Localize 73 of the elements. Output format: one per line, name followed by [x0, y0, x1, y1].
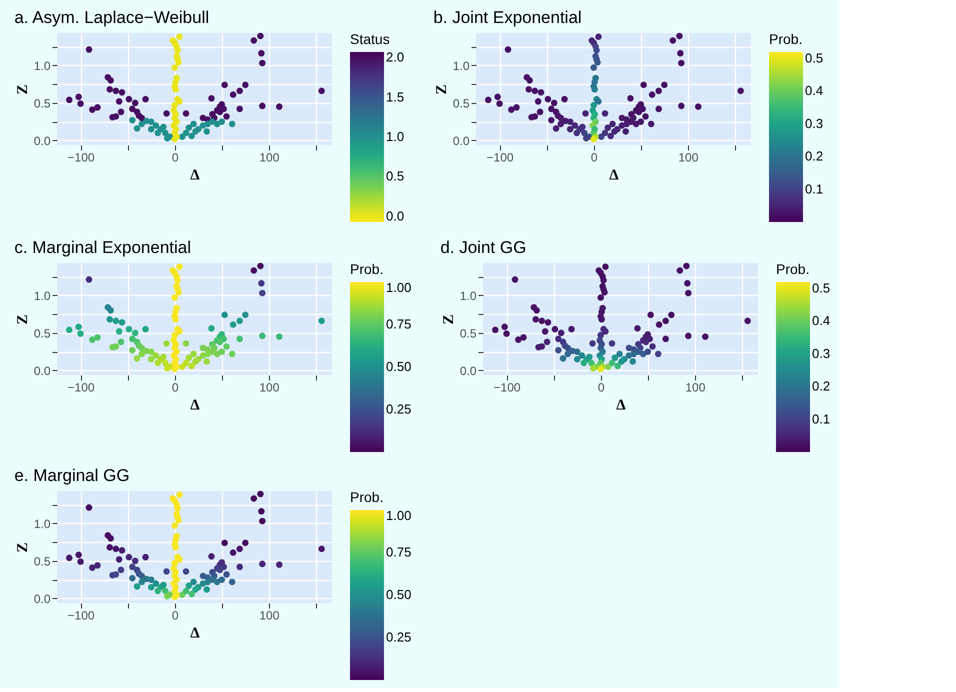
y-tick-label: 0.0	[34, 364, 51, 378]
y-tick-label: 0.0	[452, 134, 470, 148]
color-bar-label: 0.0	[386, 208, 404, 224]
y-axis-title: Z	[14, 84, 31, 95]
y-axis-title: Z	[434, 84, 450, 95]
color-bar-label: 0.5	[386, 168, 404, 184]
color-bar-label: 0.75	[386, 316, 412, 332]
legend-title: Status	[350, 31, 390, 47]
legend-title: Prob.	[350, 489, 384, 505]
y-tick-label: 1.0	[34, 288, 51, 303]
y-tick-label: 1.0	[34, 516, 51, 531]
color-bar-label: 0.4	[812, 313, 830, 328]
color-bar-label: 0.4	[805, 83, 824, 98]
color-bar-label: 0.50	[386, 587, 412, 602]
x-tick-label: 100	[685, 380, 706, 394]
x-tick-label: 100	[259, 608, 280, 622]
y-tick-label: 1.0	[460, 288, 477, 303]
x-tick-label: −100	[68, 150, 95, 164]
y-tick-label: 1.0	[452, 58, 470, 73]
color-bar-label: 0.3	[812, 346, 830, 361]
x-tick-label: 0	[590, 150, 598, 164]
y-tick-label: 0.5	[452, 96, 470, 110]
legend-title: Prob.	[769, 31, 802, 47]
y-tick-label: 0.0	[34, 134, 51, 148]
y-tick-label: 0.5	[34, 326, 51, 340]
legend-title: Prob.	[350, 261, 384, 277]
x-axis-title: Δ	[609, 168, 620, 184]
y-tick-label: 0.5	[460, 326, 477, 340]
x-tick-label: 0	[172, 150, 179, 164]
color-bar-label: 0.25	[386, 402, 412, 416]
chart-title: b. Joint Exponential	[433, 8, 582, 27]
x-tick-label: −100	[68, 608, 95, 622]
color-bar-label: 2.0	[386, 50, 404, 65]
color-bar-label: 1.0	[386, 129, 404, 144]
color-bar-label: 1.00	[386, 280, 412, 295]
x-axis-title: Δ	[190, 168, 200, 184]
x-axis-title: Δ	[190, 398, 200, 414]
y-axis-title: Z	[440, 314, 457, 325]
x-axis-title: Δ	[616, 398, 626, 414]
y-axis-title: Z	[14, 314, 31, 325]
x-tick-label: 100	[259, 150, 280, 164]
color-bar-label: 0.3	[805, 116, 824, 131]
color-bar-label: 1.5	[386, 89, 404, 104]
color-bar-label: 0.1	[805, 181, 824, 196]
color-bar-label: 0.5	[805, 50, 824, 66]
chart-title: c. Marginal Exponential	[14, 238, 192, 257]
legend-title: Prob.	[776, 261, 810, 277]
color-bar-label: 0.75	[386, 544, 412, 560]
x-tick-label: 100	[678, 150, 699, 164]
color-bar-label: 1.00	[386, 508, 412, 523]
chart-title: d. Joint GG	[440, 238, 526, 257]
y-tick-label: 0.5	[34, 96, 51, 110]
color-bar-label: 0.1	[812, 411, 830, 426]
color-bar-label: 0.50	[386, 359, 412, 374]
color-bar-label: 0.2	[812, 378, 830, 394]
y-tick-label: 0.0	[34, 592, 51, 606]
x-tick-label: 0	[598, 380, 605, 394]
y-axis-title: Z	[14, 542, 31, 553]
color-bar-label: 0.2	[805, 148, 824, 164]
y-tick-label: 0.5	[34, 554, 51, 568]
color-bar-label: 0.25	[386, 630, 412, 644]
x-tick-label: 0	[172, 380, 179, 394]
x-tick-label: −100	[486, 150, 514, 164]
chart-title: e. Marginal GG	[14, 466, 130, 485]
x-tick-label: 100	[259, 380, 280, 394]
x-axis-title: Δ	[190, 626, 200, 642]
y-tick-label: 0.0	[460, 364, 477, 378]
x-tick-label: 0	[172, 608, 179, 622]
color-bar-label: 0.5	[812, 280, 830, 296]
x-tick-label: −100	[68, 380, 95, 394]
x-tick-label: −100	[494, 380, 521, 394]
y-tick-label: 1.0	[34, 58, 51, 73]
chart-title: a. Asym. Laplace−Weibull	[14, 8, 210, 27]
